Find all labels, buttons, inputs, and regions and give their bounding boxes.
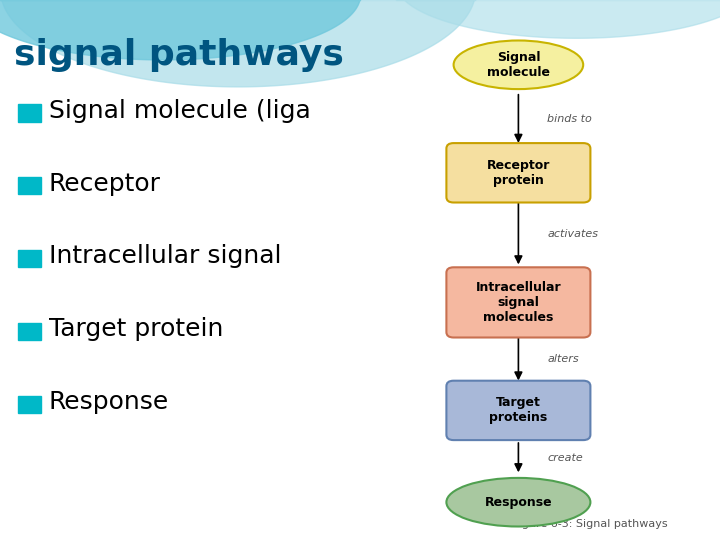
Text: Intracellular
signal
molecules: Intracellular signal molecules xyxy=(476,281,561,324)
Text: Response: Response xyxy=(485,496,552,509)
Ellipse shape xyxy=(454,40,583,89)
Text: binds to: binds to xyxy=(547,114,592,124)
Text: Figure 6-3: Signal pathways: Figure 6-3: Signal pathways xyxy=(513,519,667,529)
Text: Receptor: Receptor xyxy=(49,172,161,195)
FancyBboxPatch shape xyxy=(446,381,590,440)
Text: Signal
molecule: Signal molecule xyxy=(487,51,550,79)
Text: signal pathways: signal pathways xyxy=(14,38,344,72)
FancyBboxPatch shape xyxy=(18,250,41,267)
FancyBboxPatch shape xyxy=(18,323,41,340)
Text: Response: Response xyxy=(49,390,169,414)
Text: alters: alters xyxy=(547,354,579,364)
FancyBboxPatch shape xyxy=(18,104,41,122)
FancyBboxPatch shape xyxy=(446,267,590,338)
Text: Target
proteins: Target proteins xyxy=(490,396,547,424)
Text: activates: activates xyxy=(547,228,598,239)
Text: Target protein: Target protein xyxy=(49,318,223,341)
FancyBboxPatch shape xyxy=(446,143,590,202)
Text: Receptor
protein: Receptor protein xyxy=(487,159,550,187)
Text: Signal molecule (liga: Signal molecule (liga xyxy=(49,99,311,123)
FancyBboxPatch shape xyxy=(18,396,41,413)
Text: Intracellular signal: Intracellular signal xyxy=(49,245,282,268)
FancyBboxPatch shape xyxy=(18,177,41,194)
Ellipse shape xyxy=(446,478,590,526)
Text: create: create xyxy=(547,453,583,463)
